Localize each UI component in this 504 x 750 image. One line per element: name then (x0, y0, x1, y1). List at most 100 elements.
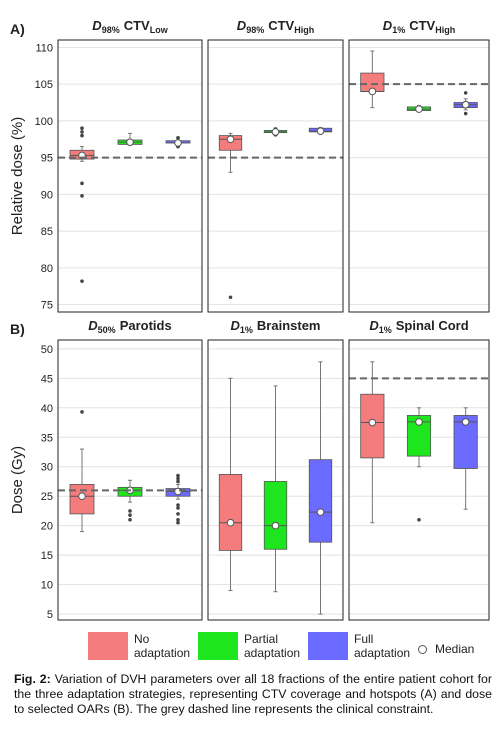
outlier (176, 506, 180, 510)
outlier (80, 126, 84, 131)
median-marker (174, 487, 182, 496)
median-marker (316, 508, 325, 516)
outlier (128, 509, 132, 513)
caption-label: Fig. 2: (14, 672, 51, 686)
title-var: D (88, 318, 98, 333)
panel-frame (57, 39, 203, 313)
median-marker (368, 418, 377, 427)
title-name: Brainstem (257, 318, 321, 333)
title-name-sub: High (435, 25, 455, 35)
panel-title: D1% CTVHigh (383, 18, 455, 35)
panel-frame (57, 339, 203, 621)
panel-title: D50% Parotids (88, 318, 171, 335)
outlier (80, 130, 84, 134)
title-name: Parotids (120, 318, 172, 333)
median-marker (316, 127, 325, 135)
y-tick-label: 50 (41, 344, 53, 356)
y-tick-label: 40 (41, 403, 53, 415)
median-marker (271, 128, 280, 136)
legend: No adaptation Partial adaptation Full adap… (88, 632, 498, 660)
title-var: D (369, 318, 379, 333)
outlier (128, 513, 132, 517)
y-tick-label: 5 (47, 609, 53, 621)
panel-title: D1% Brainstem (231, 318, 321, 335)
y-tick-label: 95 (41, 153, 53, 165)
outlier (228, 295, 233, 300)
title-var: D (237, 18, 247, 33)
panel-frame (348, 39, 490, 313)
y-tick-label: 45 (41, 373, 53, 385)
legend-label: No adaptation (134, 632, 191, 660)
outlier (80, 410, 84, 414)
panel-frame (207, 39, 344, 313)
outlier (176, 473, 180, 478)
y-tick-label: 15 (41, 550, 53, 562)
outlier (80, 279, 84, 283)
y-axis-label: Relative dose (%) (9, 117, 26, 235)
panel-frame (348, 339, 490, 621)
title-var-sub: 1% (240, 325, 253, 335)
outlier (176, 520, 180, 525)
title-var-sub: 50% (98, 325, 116, 335)
outlier (463, 111, 468, 116)
legend-label: Full adaptation (354, 632, 411, 660)
legend-item: Partial adaptation (198, 632, 300, 660)
box (218, 473, 243, 551)
outlier (176, 517, 180, 522)
median-marker (461, 418, 470, 426)
median-marker (415, 418, 423, 426)
panel-title: D1% Spinal Cord (369, 318, 468, 335)
title-name-sub: High (294, 25, 314, 35)
panel-title: D98% CTVHigh (237, 18, 314, 35)
title-var-sub: 1% (379, 325, 392, 335)
panel-frame (207, 339, 344, 621)
outlier (417, 517, 421, 522)
y-tick-label: 30 (41, 462, 53, 474)
legend-item: Median (418, 638, 474, 660)
y-tick-label: 110 (35, 42, 53, 54)
outlier (80, 181, 84, 186)
outlier (176, 479, 180, 484)
outlier (128, 517, 132, 522)
title-var-sub: 98% (102, 25, 120, 35)
legend-label: Partial adaptation (244, 632, 301, 660)
title-name: Spinal Cord (396, 318, 469, 333)
y-tick-label: 35 (41, 432, 53, 444)
median-marker (415, 105, 423, 113)
y-tick-label: 80 (41, 263, 53, 275)
y-tick-label: 90 (41, 189, 53, 201)
y-tick-label: 75 (41, 300, 53, 312)
y-tick-label: 25 (41, 491, 53, 503)
caption: Fig. 2: Variation of DVH parameters over… (14, 672, 492, 717)
legend-median-marker (418, 644, 427, 654)
outlier (80, 194, 84, 198)
median-marker (174, 139, 182, 147)
y-tick-label: 85 (41, 226, 53, 238)
outlier (463, 91, 468, 95)
outlier (176, 135, 180, 140)
title-var-sub: 98% (246, 25, 264, 35)
y-axis-label: Dose (Gy) (9, 446, 26, 514)
title-name: CTV (268, 18, 294, 33)
y-tick-label: 10 (41, 580, 53, 592)
title-var: D (231, 318, 241, 333)
outlier (80, 133, 84, 138)
title-name-sub: Low (150, 25, 169, 35)
panel-label: A) (10, 21, 25, 37)
legend-swatch (88, 632, 128, 660)
outlier (176, 512, 180, 516)
median-marker (368, 87, 377, 96)
legend-label: Median (435, 642, 475, 656)
box (406, 415, 432, 457)
median-marker (126, 138, 134, 146)
y-tick-label: 20 (41, 521, 53, 533)
median-marker (461, 100, 470, 109)
panel-label: B) (10, 321, 25, 337)
legend-item: No adaptation (88, 632, 190, 660)
box (308, 459, 333, 543)
median-marker (226, 518, 235, 527)
title-name: CTV (409, 18, 435, 33)
outlier (176, 476, 180, 481)
